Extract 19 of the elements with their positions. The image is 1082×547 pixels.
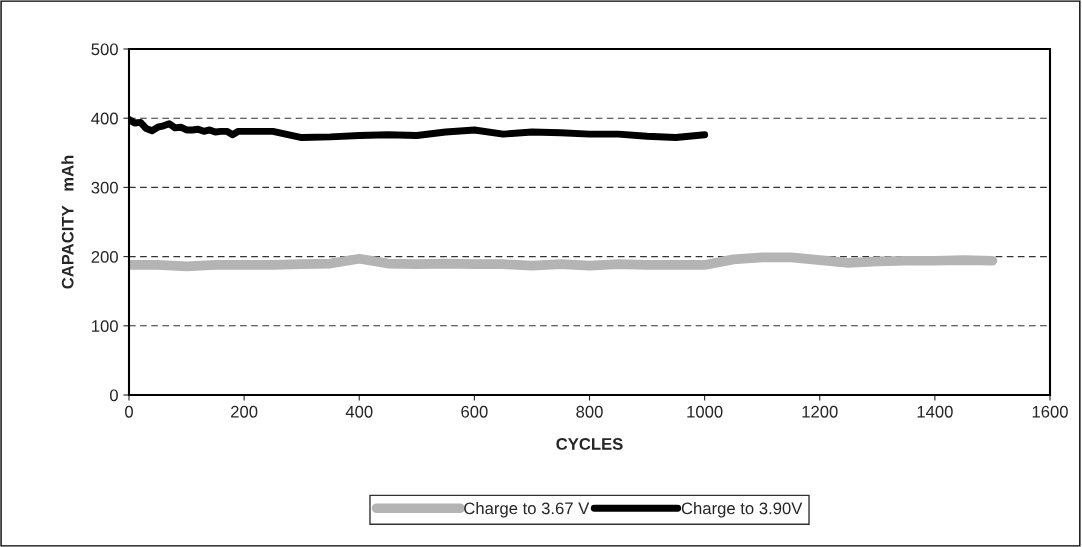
x-tick-label: 1000 [687,405,723,418]
y-tick-label: 500 [91,43,118,56]
y-tick-label: 400 [91,112,118,125]
x-axis-title: CYCLES [556,438,623,450]
x-tick-label: 600 [461,405,488,418]
x-tick-label: 1200 [802,405,838,418]
y-tick-label: 0 [109,389,118,402]
y-tick-label: 300 [91,181,118,194]
x-tick-label: 800 [576,405,603,418]
y-axis-title: CAPACITY mAh [61,155,74,289]
x-tick-label: 200 [231,405,258,418]
x-tick-label: 1600 [1032,405,1068,418]
legend-label: Charge to 3.90V [681,502,803,518]
x-tick-label: 0 [125,405,133,418]
y-tick-label: 200 [91,251,118,263]
legend-label: Charge to 3.67 V [464,502,590,518]
x-tick-label: 400 [345,405,373,418]
y-tick-label: 100 [92,320,118,332]
x-tick-label: 1400 [917,405,953,418]
